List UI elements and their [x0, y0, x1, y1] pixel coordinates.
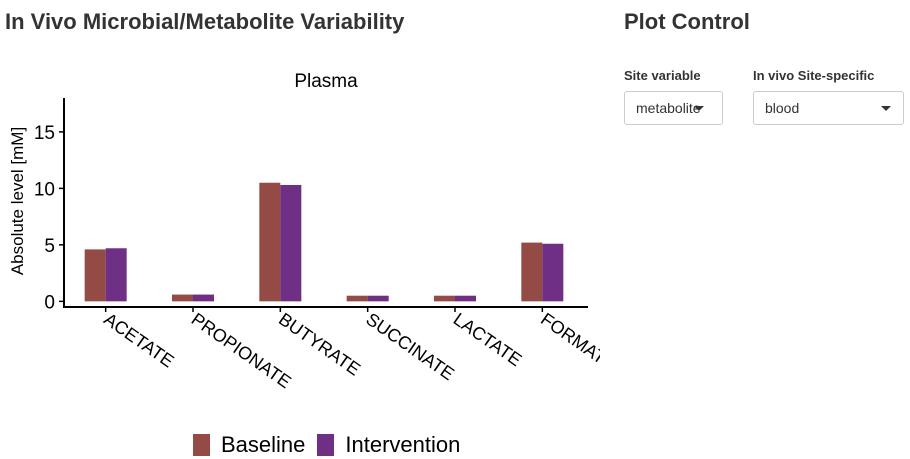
legend-swatch-intervention: [317, 434, 335, 456]
chevron-down-icon: [694, 106, 704, 111]
x-tick-label-succinate: SUCCINATE: [362, 309, 458, 384]
bar-intervention-succinate: [367, 295, 389, 302]
bar-baseline-acetate: [84, 249, 106, 302]
chart-title: Plasma: [294, 71, 358, 92]
site-variable-control: Site variable metabolite: [624, 68, 723, 125]
bar-intervention-lactate: [455, 295, 476, 302]
legend-label-baseline: Baseline: [221, 432, 306, 457]
y-tick-label: 15: [34, 123, 55, 144]
y-tick-label: 5: [44, 236, 55, 257]
site-specific-control: In vivo Site-specific blood: [753, 68, 904, 125]
bar-baseline-propionate: [172, 294, 193, 302]
x-tick-label-acetate: ACETATE: [100, 309, 177, 371]
x-tick-label-formate: FORMATE: [537, 309, 600, 375]
bar-chart: Plasma Absolute level [mM] 0 5 10 15 ACETATE…: [8, 71, 600, 392]
bar-baseline-lactate: [434, 295, 455, 302]
y-axis-label: Absolute level [mM]: [8, 127, 27, 275]
bar-intervention-acetate: [105, 248, 127, 302]
chevron-down-icon: [881, 106, 891, 111]
bar-baseline-butyrate: [259, 182, 281, 302]
chart-legend: Baseline Intervention: [193, 432, 472, 458]
bar-baseline-succinate: [346, 295, 368, 302]
y-tick-label: 0: [44, 292, 55, 313]
legend-label-intervention: Intervention: [345, 432, 461, 457]
bar-intervention-formate: [542, 243, 564, 302]
site-variable-select[interactable]: metabolite: [624, 91, 723, 125]
bar-baseline-formate: [521, 242, 543, 302]
site-variable-value: metabolite: [636, 100, 701, 116]
plot-control-title: Plot Control: [624, 9, 750, 34]
bar-intervention-butyrate: [280, 184, 302, 302]
x-tick-label-lactate: LACTATE: [450, 309, 526, 370]
site-specific-value: blood: [765, 100, 800, 116]
legend-swatch-baseline: [193, 434, 210, 456]
legend-item-baseline: Baseline: [193, 432, 305, 458]
page-title: In Vivo Microbial/Metabolite Variability: [5, 9, 405, 34]
legend-item-intervention: Intervention: [317, 432, 460, 458]
site-specific-label: In vivo Site-specific: [753, 68, 875, 83]
site-specific-select[interactable]: blood: [753, 91, 904, 125]
x-tick-label-butyrate: BUTYRATE: [275, 309, 364, 380]
y-tick-label: 10: [34, 179, 55, 200]
bar-intervention-propionate: [193, 294, 214, 302]
site-variable-label: Site variable: [624, 68, 701, 83]
